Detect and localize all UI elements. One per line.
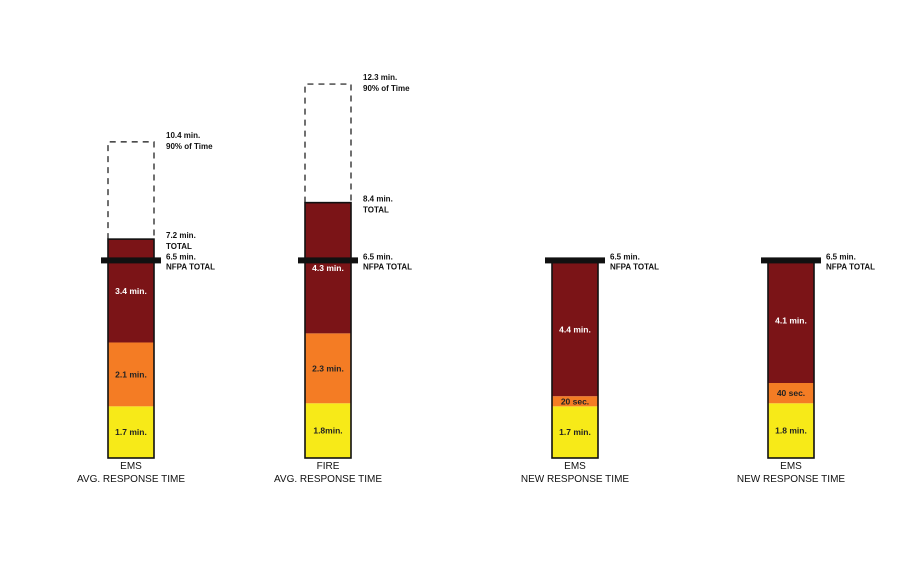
p90-label-1: 12.3 min. bbox=[363, 73, 397, 82]
bar-2-segment-2 bbox=[552, 262, 598, 397]
category-sublabel-1: AVG. RESPONSE TIME bbox=[274, 474, 382, 485]
bar-2-segment-label-0: 1.7 min. bbox=[559, 427, 591, 437]
total-label-0: 7.2 min. bbox=[166, 231, 196, 240]
bar-3-segment-label-2: 4.1 min. bbox=[775, 316, 807, 326]
bar-0-segment-2 bbox=[108, 239, 154, 343]
bar-3-segment-2 bbox=[768, 258, 814, 384]
bar-3-segment-0 bbox=[768, 403, 814, 458]
nfpa-marker-0 bbox=[101, 257, 161, 264]
category-label-0: EMS bbox=[120, 461, 142, 472]
bar-1-segment-1 bbox=[305, 333, 351, 404]
bar-1-segment-0 bbox=[305, 403, 351, 458]
bar-3-segment-1 bbox=[768, 383, 814, 404]
p90-outline-0 bbox=[107, 141, 155, 240]
bar-3-segment-label-1: 40 sec. bbox=[777, 388, 805, 398]
nfpa-marker-3 bbox=[761, 257, 821, 264]
p90-label-0: 10.4 min. bbox=[166, 131, 200, 140]
nfpa-label-3: 6.5 min. bbox=[826, 252, 856, 261]
bar-0-segment-label-2: 3.4 min. bbox=[115, 286, 147, 296]
total-sublabel-0: TOTAL bbox=[166, 242, 192, 251]
bar-1-segment-label-2: 4.3 min. bbox=[312, 263, 344, 273]
nfpa-sublabel-1: NFPA TOTAL bbox=[363, 262, 412, 271]
nfpa-sublabel-0: NFPA TOTAL bbox=[166, 262, 215, 271]
total-sublabel-1: TOTAL bbox=[363, 206, 389, 215]
bar-3-segment-label-0: 1.8 min. bbox=[775, 426, 807, 436]
category-sublabel-3: NEW RESPONSE TIME bbox=[737, 474, 845, 485]
bar-2-segment-label-1: 20 sec. bbox=[561, 396, 589, 406]
nfpa-sublabel-2: NFPA TOTAL bbox=[610, 262, 659, 271]
bar-2-segment-1 bbox=[552, 396, 598, 407]
p90-outline-1 bbox=[304, 83, 352, 203]
bar-outline-1 bbox=[304, 201, 352, 459]
nfpa-label-1: 6.5 min. bbox=[363, 252, 393, 261]
nfpa-sublabel-3: NFPA TOTAL bbox=[826, 262, 875, 271]
bar-2-segment-label-2: 4.4 min. bbox=[559, 324, 591, 334]
bar-1-segment-label-0: 1.8min. bbox=[313, 426, 342, 436]
bar-2-segment-0 bbox=[552, 406, 598, 458]
bar-0-segment-0 bbox=[108, 406, 154, 458]
bar-1-segment-2 bbox=[305, 202, 351, 334]
p90-sublabel-0: 90% of Time bbox=[166, 142, 213, 151]
category-label-2: EMS bbox=[564, 461, 586, 472]
category-sublabel-0: AVG. RESPONSE TIME bbox=[77, 474, 185, 485]
nfpa-marker-2 bbox=[545, 257, 605, 264]
nfpa-label-2: 6.5 min. bbox=[610, 252, 640, 261]
bar-0-segment-label-0: 1.7 min. bbox=[115, 427, 147, 437]
bar-0-segment-1 bbox=[108, 342, 154, 407]
nfpa-label-0: 6.5 min. bbox=[166, 252, 196, 261]
bar-outline-0 bbox=[107, 238, 155, 459]
total-label-1: 8.4 min. bbox=[363, 195, 393, 204]
category-sublabel-2: NEW RESPONSE TIME bbox=[521, 474, 629, 485]
category-label-3: EMS bbox=[780, 461, 802, 472]
bar-1-segment-label-1: 2.3 min. bbox=[312, 363, 344, 373]
bar-0-segment-label-1: 2.1 min. bbox=[115, 369, 147, 379]
category-label-1: FIRE bbox=[317, 461, 340, 472]
p90-sublabel-1: 90% of Time bbox=[363, 84, 410, 93]
nfpa-marker-1 bbox=[298, 257, 358, 264]
